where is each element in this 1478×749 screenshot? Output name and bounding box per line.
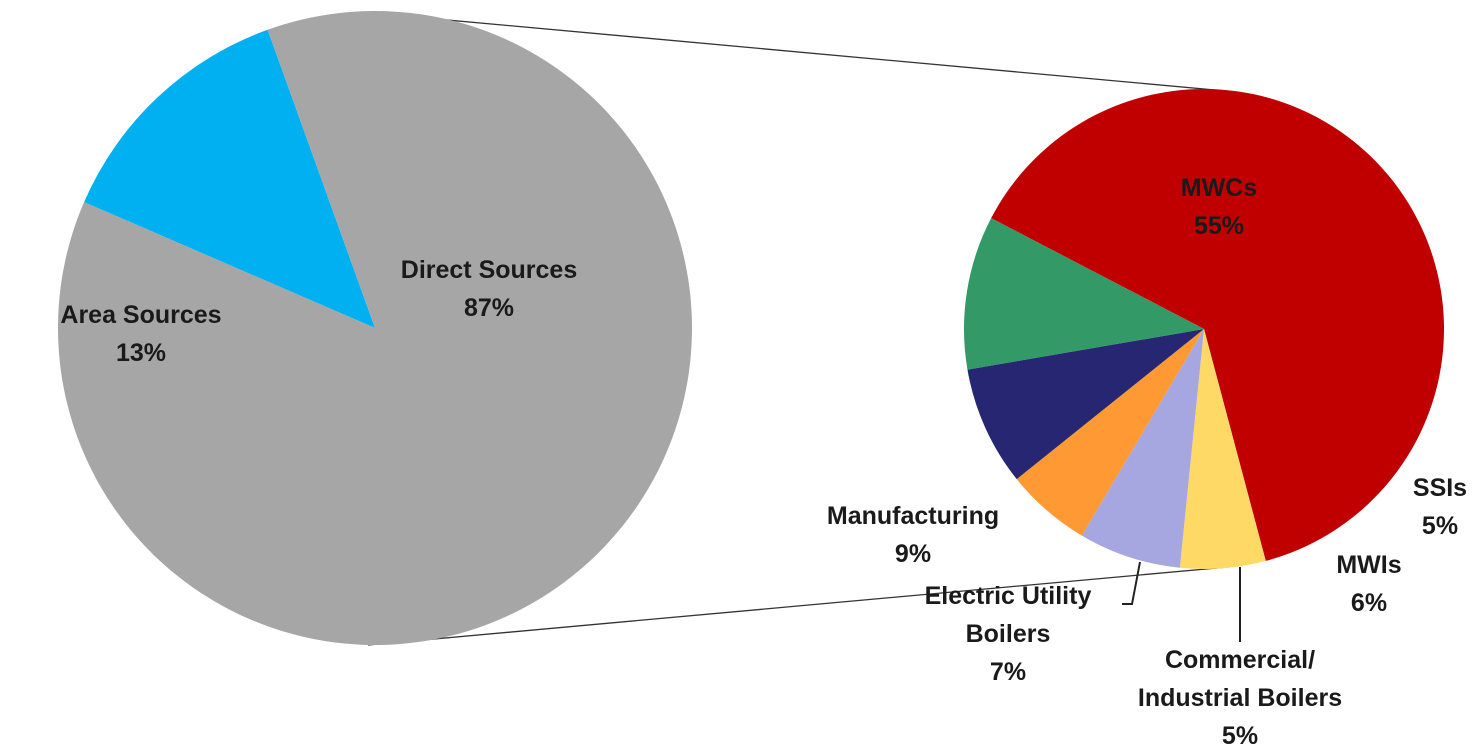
slice-labels: Direct Sources 87% Area Sources 13% MWCs 55% S… bbox=[60, 174, 1467, 749]
detail-slice-electric-utility-boilers bbox=[967, 329, 1204, 480]
connector-line-top bbox=[359, 11, 1227, 92]
detail-slice-mwis bbox=[1081, 329, 1204, 568]
main-slice-direct-sources bbox=[57, 11, 692, 646]
detail-slice-manufacturing bbox=[964, 218, 1204, 370]
main-pie bbox=[57, 11, 692, 646]
label-mwcs: MWCs 55% bbox=[1181, 174, 1257, 240]
label-electric-utility-boilers: Electric Utility Boilers 7% bbox=[925, 582, 1092, 686]
label-area-sources: Area Sources 13% bbox=[60, 301, 221, 367]
connector-line-bottom bbox=[367, 566, 1229, 646]
detail-pie bbox=[964, 89, 1444, 570]
label-mwis: MWIs 6% bbox=[1336, 551, 1401, 617]
detail-slice-commercial-industrial-boilers bbox=[1016, 329, 1204, 536]
label-ssis: SSIs 5% bbox=[1413, 474, 1467, 540]
detail-slice-ssis bbox=[1179, 329, 1266, 570]
leader-line-electric-utility-boilers bbox=[1122, 561, 1141, 605]
leader-lines bbox=[1122, 561, 1241, 642]
connector-lines bbox=[359, 11, 1229, 646]
label-direct-sources: Direct Sources 87% bbox=[401, 256, 577, 322]
label-manufacturing: Manufacturing 9% bbox=[827, 502, 999, 568]
main-slice-area-sources bbox=[84, 29, 375, 329]
label-commercial-industrial-boilers: Commercial/Industrial Boilers 5% bbox=[1138, 646, 1342, 749]
detail-slice-mwcs bbox=[991, 89, 1444, 561]
